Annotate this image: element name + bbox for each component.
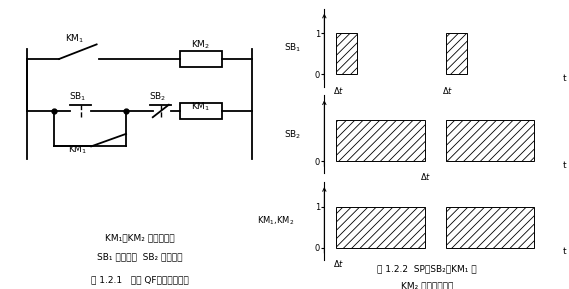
Text: KM$_1$: KM$_1$ bbox=[191, 101, 211, 114]
Text: KM₁、KM₂ 交流接触器: KM₁、KM₂ 交流接触器 bbox=[105, 234, 174, 243]
Text: SB$_1$: SB$_1$ bbox=[69, 90, 86, 103]
Bar bbox=[336, 33, 357, 74]
Bar bbox=[446, 33, 467, 74]
Text: t: t bbox=[563, 74, 566, 83]
Bar bbox=[336, 207, 424, 248]
Text: t: t bbox=[563, 247, 566, 256]
Text: KM$_1$: KM$_1$ bbox=[64, 32, 84, 45]
Text: SB$_2$: SB$_2$ bbox=[150, 90, 167, 103]
Y-axis label: KM$_1$,KM$_2$: KM$_1$,KM$_2$ bbox=[257, 215, 295, 227]
Text: $\Delta t$: $\Delta t$ bbox=[420, 171, 431, 182]
Text: SB₁ 启动按鈕  SB₂ 停止按鈕: SB₁ 启动按鈕 SB₂ 停止按鈕 bbox=[97, 253, 182, 262]
Bar bbox=[336, 120, 424, 161]
Text: KM$_1$: KM$_1$ bbox=[68, 144, 88, 156]
Text: KM₂ 的工作状态图: KM₂ 的工作状态图 bbox=[401, 281, 453, 289]
Y-axis label: SB$_1$: SB$_1$ bbox=[284, 41, 302, 54]
Bar bbox=[446, 207, 534, 248]
Y-axis label: SB$_2$: SB$_2$ bbox=[284, 128, 302, 141]
Text: t: t bbox=[563, 161, 566, 170]
Text: KM$_2$: KM$_2$ bbox=[191, 38, 211, 51]
Text: $\Delta t$: $\Delta t$ bbox=[333, 258, 344, 269]
Text: 图 1.2.1   开关 QF跳闸控制电路: 图 1.2.1 开关 QF跳闸控制电路 bbox=[90, 275, 188, 284]
Text: $\Delta t$: $\Delta t$ bbox=[333, 85, 344, 96]
Text: $\Delta t$: $\Delta t$ bbox=[442, 85, 453, 96]
Text: 图 1.2.2  SP、SB₂、KM₁ 和: 图 1.2.2 SP、SB₂、KM₁ 和 bbox=[377, 264, 477, 273]
Bar bbox=[446, 120, 534, 161]
